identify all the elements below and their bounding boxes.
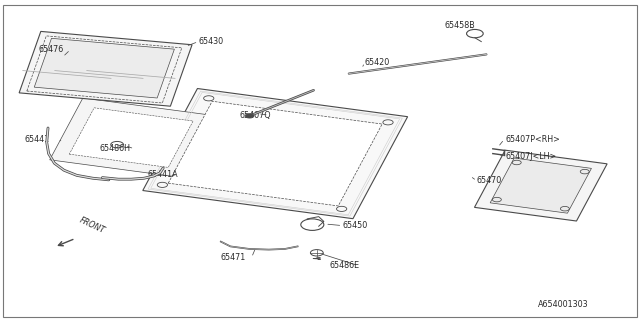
Text: 65486E: 65486E	[330, 261, 360, 270]
Text: 65441: 65441	[24, 135, 49, 144]
Text: 65470: 65470	[477, 176, 502, 185]
Text: 65458B: 65458B	[445, 21, 476, 30]
Text: 65407Q: 65407Q	[240, 111, 271, 120]
Polygon shape	[490, 158, 591, 213]
Text: A654001303: A654001303	[538, 300, 588, 309]
Text: FRONT: FRONT	[78, 216, 107, 235]
Text: 65450: 65450	[342, 221, 367, 230]
Text: 65476: 65476	[38, 45, 63, 54]
Text: 65471: 65471	[221, 253, 246, 262]
Text: 65420: 65420	[365, 58, 390, 67]
Polygon shape	[19, 31, 192, 106]
Text: 65441A: 65441A	[147, 170, 178, 179]
Polygon shape	[143, 89, 408, 219]
Text: 65407P<RH>: 65407P<RH>	[506, 135, 561, 144]
Text: 65486H: 65486H	[99, 144, 130, 153]
Polygon shape	[35, 38, 174, 98]
Polygon shape	[168, 101, 382, 206]
Polygon shape	[69, 108, 193, 167]
Polygon shape	[50, 98, 212, 177]
Text: 65407J<LH>: 65407J<LH>	[506, 152, 557, 161]
Text: 65430: 65430	[198, 37, 223, 46]
Circle shape	[245, 114, 254, 118]
Polygon shape	[474, 150, 607, 221]
